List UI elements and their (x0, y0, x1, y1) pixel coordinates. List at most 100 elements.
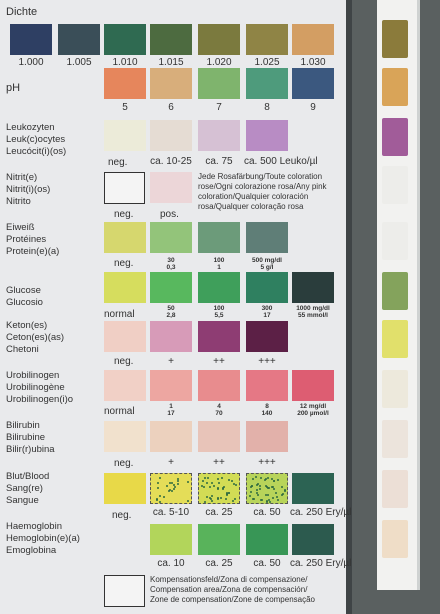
ph-value-label: 6 (168, 102, 174, 113)
blood-dot (274, 491, 277, 494)
blood-dot (168, 489, 171, 492)
blood-dot (272, 488, 275, 491)
ketone-swatch (150, 321, 192, 352)
density-value-label: 1.030 (300, 57, 326, 68)
leukocytes-value-label: ca. 10-25 (150, 156, 192, 167)
blood-dot (264, 477, 267, 480)
leukocytes-title: Leukozyten Leuk(c)ocytes Leucócit(i)(os) (6, 122, 67, 157)
blood-dot (170, 490, 173, 493)
glucose-neg: normal (104, 309, 135, 320)
ph-value-label: 9 (310, 102, 316, 113)
blood-dot (268, 500, 271, 503)
density-value-label: 1.020 (206, 57, 232, 68)
urobilinogen-swatch (292, 370, 334, 401)
strip-pad (382, 68, 408, 106)
glucose-swatch (104, 272, 146, 303)
blood-dot (209, 496, 212, 499)
ph-value-label: 8 (264, 102, 270, 113)
glucose-swatch (246, 272, 288, 303)
blood-dot (268, 498, 271, 501)
haemoglobin-swatch (246, 524, 288, 555)
ketone-value-label: +++ (258, 356, 276, 367)
bilirubin-swatch (198, 421, 240, 452)
blood-dot (226, 493, 229, 496)
blood-dot (157, 487, 160, 490)
haemoglobin-value-label: ca. 250 Ery/µl (290, 558, 352, 569)
strip-pad (382, 470, 408, 508)
blood-dot (251, 477, 254, 480)
strip-pad (382, 20, 408, 58)
glucose-value-label: 100 5,5 (213, 305, 225, 319)
urobilinogen-title: Urobilinogen Urobilinogène Urobilinogen(… (6, 370, 74, 405)
blood-dot (255, 483, 258, 486)
blood-dot (231, 500, 234, 503)
blood-dot (281, 492, 284, 495)
blood-dot (225, 494, 228, 497)
strip-pad (382, 118, 408, 156)
density-swatch (150, 24, 192, 55)
color-chart: Dichte 1.000 1.005 1.010 1.015 1.020 1.025 1.0… (0, 0, 352, 614)
density-swatch (198, 24, 240, 55)
blood-dot (168, 488, 171, 491)
haemoglobin-value-label: ca. 10 (157, 558, 185, 569)
blood-dot (209, 498, 212, 501)
nitrite-title: Nitrit(e) Nitrit(i)(os) Nitrito (6, 172, 51, 207)
blood-dot (210, 499, 213, 502)
blood-dot (201, 484, 204, 487)
blood-dot (220, 476, 223, 479)
ketone-swatch (198, 321, 240, 352)
bilirubin-value-label: +++ (258, 457, 276, 468)
leukocytes-neg: neg. (108, 157, 128, 168)
blood-dot (172, 484, 175, 487)
nitrite-negative-box (104, 172, 145, 204)
blood-dot (216, 488, 219, 491)
density-swatch (104, 24, 146, 55)
haemoglobin-swatch (198, 524, 240, 555)
haemoglobin-value-label: ca. 50 (253, 558, 281, 569)
blood-dot (157, 482, 160, 485)
blood-dot (159, 477, 162, 480)
blood-dot (202, 486, 205, 489)
blood-dot (210, 481, 213, 484)
blood-dot (170, 481, 173, 484)
density-swatch (10, 24, 52, 55)
blood-dot (233, 482, 236, 485)
blood-dot (204, 500, 207, 503)
strip-pad (382, 166, 408, 204)
ketone-title: Keton(es) Ceton(es)(as) Chetoni (6, 320, 65, 355)
blood-value-label: ca. 25 (205, 507, 233, 518)
blood-value-label: ca. 50 (253, 507, 281, 518)
glucose-swatch (292, 272, 334, 303)
blood-dot (205, 481, 208, 484)
ketone-swatch (246, 321, 288, 352)
blood-dot (277, 479, 280, 482)
blood-swatch (104, 473, 146, 504)
urobilinogen-neg: normal (104, 406, 135, 417)
blood-swatch (198, 473, 240, 504)
nitrite-positive-swatch (150, 172, 192, 203)
blood-neg: neg. (112, 510, 132, 521)
density-swatch (58, 24, 100, 55)
blood-dot (273, 480, 276, 483)
blood-dot (174, 486, 177, 489)
haemoglobin-swatch (292, 524, 334, 555)
blood-dot (257, 494, 260, 497)
blood-dot (280, 494, 283, 497)
blood-dot (250, 491, 253, 493)
blood-dot (266, 493, 269, 496)
density-swatch (246, 24, 288, 55)
density-title: Dichte (6, 6, 38, 18)
blood-dot (217, 481, 220, 484)
leukocytes-value-label: ca. 500 Leuko/µl (244, 156, 318, 167)
blood-swatch (246, 473, 288, 504)
blood-dot (256, 489, 259, 492)
blood-dot (155, 499, 158, 502)
compensation-note: Kompensationsfeld/Zona di compensazione/… (150, 575, 315, 604)
urobilinogen-swatch (104, 370, 146, 401)
density-value-label: 1.000 (18, 57, 44, 68)
protein-title: Eiweiß Protéines Protein(e)(a) (6, 222, 60, 257)
protein-swatch (198, 222, 240, 253)
strip-pad (382, 420, 408, 458)
blood-dot (264, 485, 267, 488)
blood-dot (250, 485, 253, 488)
